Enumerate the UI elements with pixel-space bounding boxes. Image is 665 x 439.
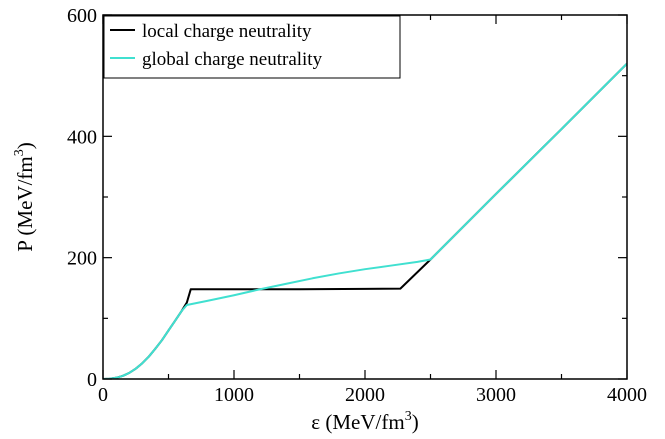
series-line-global <box>103 62 627 379</box>
x-tick-label: 0 <box>98 384 108 406</box>
x-axis-label-sup: 3 <box>405 409 412 424</box>
x-tick-label: 1000 <box>214 384 254 406</box>
x-axis-label-close: ) <box>412 410 419 434</box>
y-axis-label-sup: 3 <box>12 149 27 156</box>
y-tick-label: 600 <box>67 5 97 27</box>
y-axis-label-main: P (MeV/fm <box>13 156 37 251</box>
y-axis-label: P (MeV/fm3) <box>12 142 37 251</box>
y-axis-label-close: ) <box>13 142 37 149</box>
series-layer <box>103 62 627 379</box>
y-tick-label: 200 <box>67 248 97 270</box>
legend: local charge neutrality global charge ne… <box>103 15 401 79</box>
x-axis-label: ε (MeV/fm3) <box>311 409 418 434</box>
y-tick-label: 400 <box>67 126 97 148</box>
x-tick-label: 2000 <box>345 384 385 406</box>
legend-label-local: local charge neutrality <box>142 21 312 42</box>
x-tick-label: 4000 <box>607 384 647 406</box>
x-axis-label-main: ε (MeV/fm <box>311 410 404 434</box>
legend-box <box>103 15 401 79</box>
x-tick-label: 3000 <box>476 384 516 406</box>
legend-label-global: global charge neutrality <box>142 49 323 70</box>
series-line-local <box>103 62 627 379</box>
y-tick-label: 0 <box>87 369 97 391</box>
ticks-layer: 0 1000 2000 3000 4000 0 200 400 600 <box>67 5 647 406</box>
